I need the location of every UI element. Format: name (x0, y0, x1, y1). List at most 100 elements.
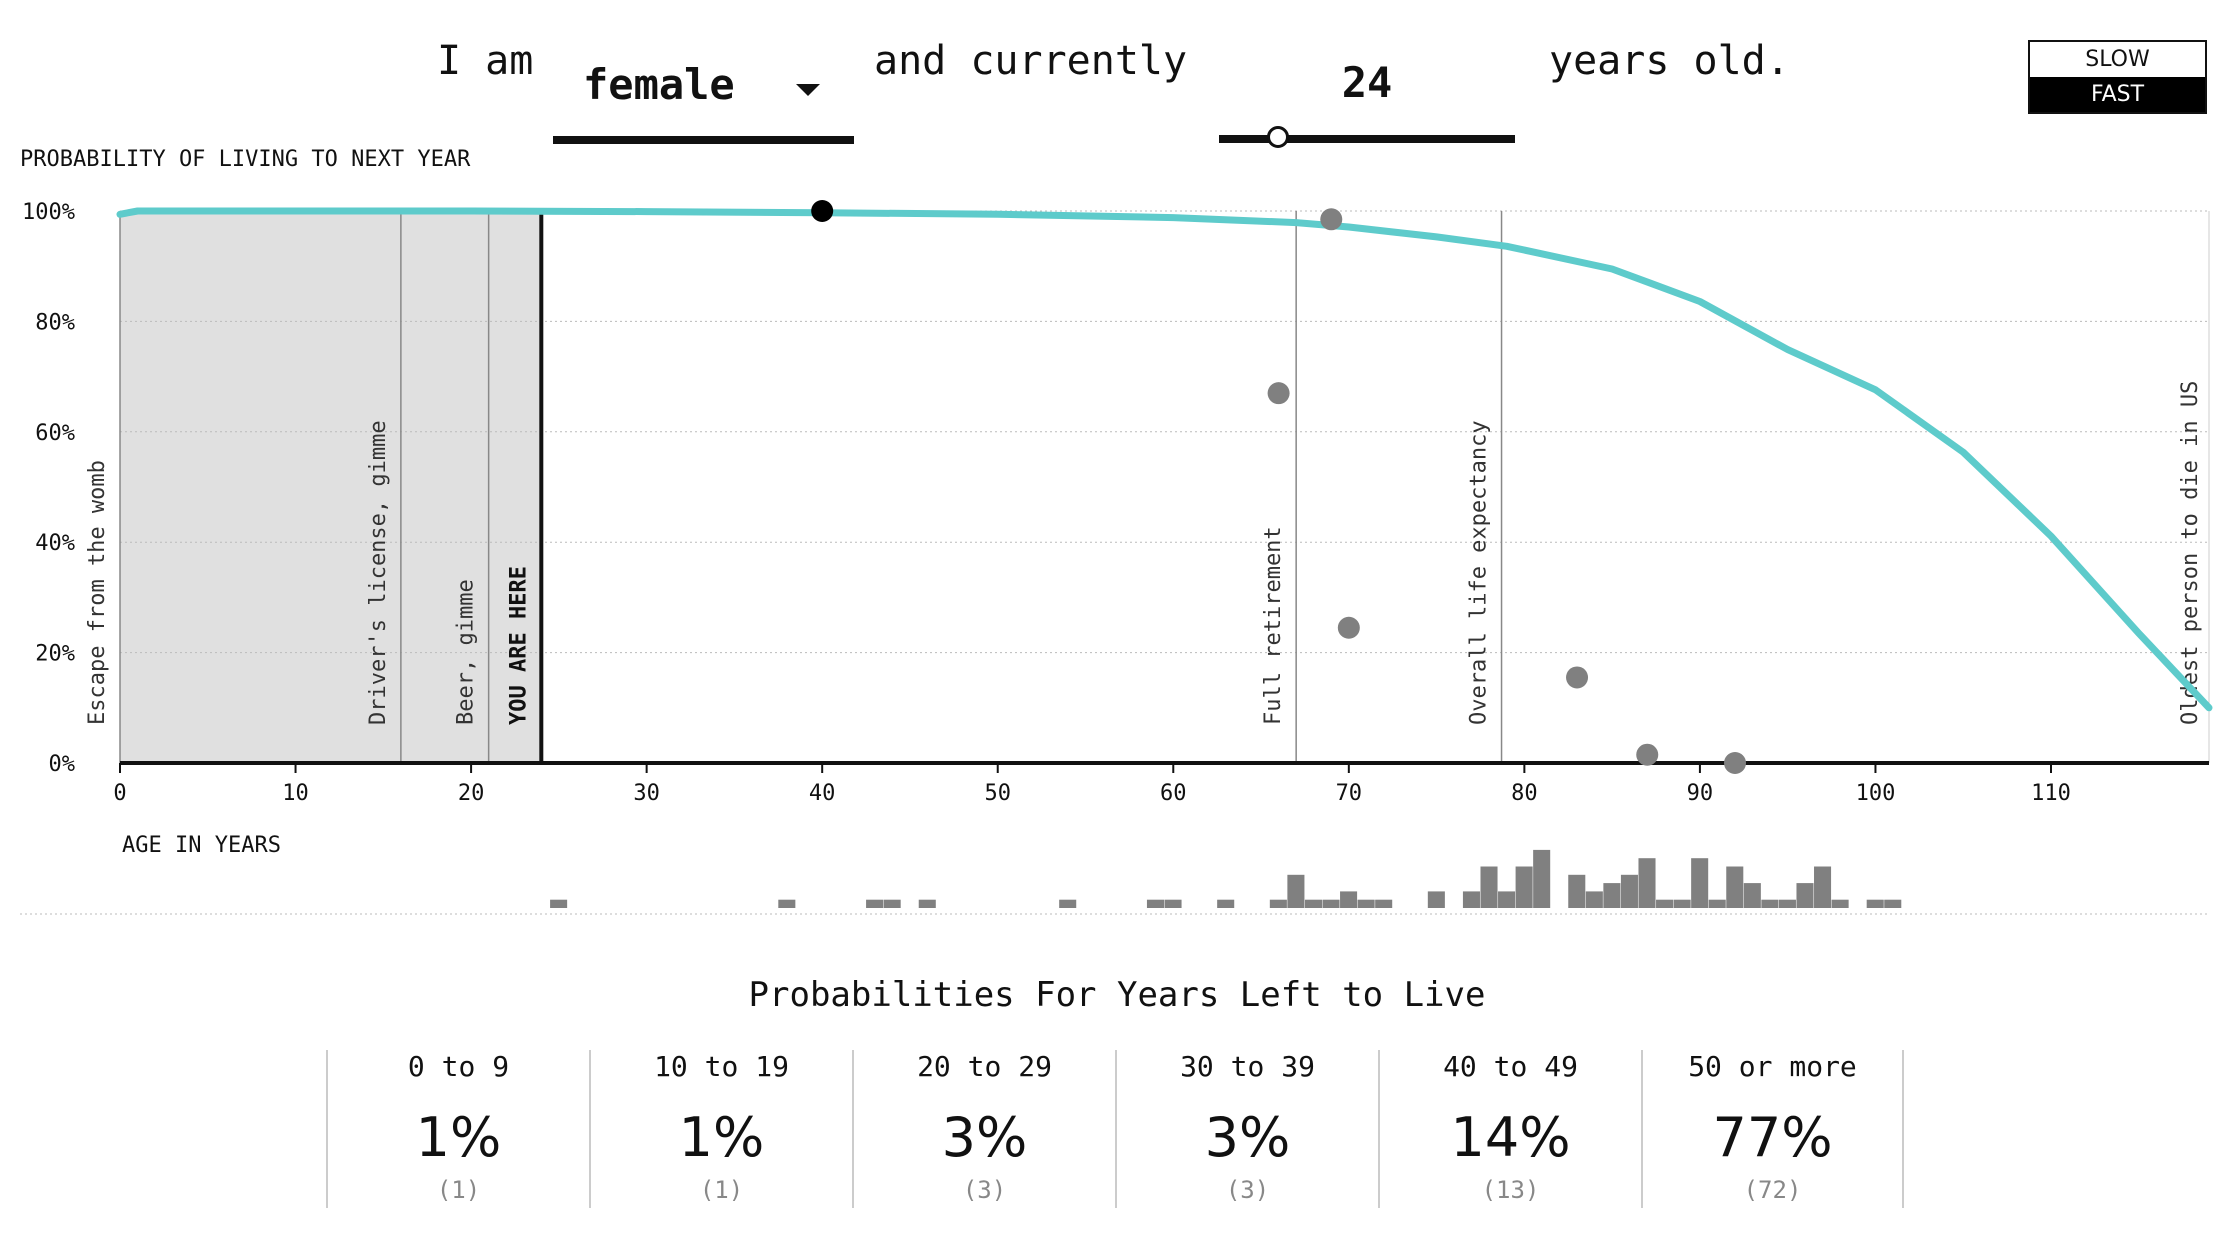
y-tick-label: 0% (49, 752, 76, 777)
slow-button[interactable]: SLOW (2085, 47, 2150, 72)
probability-percent: 77% (1712, 1106, 1833, 1169)
histogram-bar (1287, 874, 1305, 908)
x-tick-label: 100 (1856, 781, 1896, 806)
probability-percent: 3% (1204, 1106, 1291, 1169)
simulated-death-dot (1337, 616, 1360, 639)
histogram-bar (1814, 866, 1832, 908)
current-age-dot (811, 200, 834, 222)
histogram-bar (1796, 883, 1814, 908)
histogram-bar (1568, 874, 1586, 908)
age-input[interactable]: 24 (1341, 58, 1393, 107)
milestone-label: Escape from the womb (85, 460, 110, 725)
probability-cell: 10 to 19 1% (1) (589, 1050, 852, 1208)
sex-dropdown[interactable]: female (553, 50, 854, 144)
sex-dropdown-value: female (583, 60, 735, 109)
x-axis-title: AGE IN YEARS (122, 833, 281, 858)
histogram-bar (1533, 849, 1551, 908)
histogram-bar (1761, 899, 1779, 908)
probability-range: 20 to 29 (917, 1050, 1052, 1083)
histogram-bar (1322, 899, 1340, 908)
simulated-death-dot (1724, 752, 1747, 774)
probability-count: (3) (1225, 1176, 1270, 1204)
histogram-bar (1726, 866, 1744, 908)
histogram-bar (918, 899, 936, 908)
histogram-bar (1884, 899, 1902, 908)
histogram-bar (1357, 899, 1375, 908)
age-sex-sentence: I am female and currently 24 years old. (0, 30, 1800, 148)
histogram-bar (1638, 858, 1656, 908)
probability-cell: 50 or more 77% (72) (1641, 1050, 1904, 1208)
milestone-label: Oldest person to die in US (2178, 381, 2203, 725)
histogram-bar (1498, 891, 1516, 908)
survival-curve (116, 207, 2213, 712)
probability-count: (1) (699, 1176, 744, 1204)
histogram-bar (1866, 899, 1884, 908)
age-slider-handle[interactable] (1267, 126, 1290, 148)
simulated-death-dot (1636, 743, 1659, 766)
histogram-bar (1831, 899, 1849, 908)
histogram-bar (1585, 891, 1603, 908)
milestone-label: Full retirement (1261, 526, 1286, 725)
histogram-bar (1708, 899, 1726, 908)
histogram-bar (1164, 899, 1182, 908)
x-tick-label: 40 (809, 781, 836, 806)
histogram-bar (1304, 899, 1322, 908)
probability-range: 10 to 19 (654, 1050, 789, 1083)
probability-count: (72) (1743, 1176, 1802, 1204)
fast-button[interactable]: FAST (2030, 77, 2205, 112)
past-shade-region (120, 211, 542, 763)
probability-range: 30 to 39 (1180, 1050, 1315, 1083)
histogram-bar (1778, 899, 1796, 908)
histogram-bar (1462, 891, 1480, 908)
histogram-bar (1743, 883, 1761, 908)
probability-range: 40 to 49 (1443, 1050, 1578, 1083)
histogram-bar (866, 899, 884, 908)
histogram-bar (1480, 866, 1498, 908)
histogram-bar (1515, 866, 1533, 908)
probability-cell: 20 to 29 3% (3) (852, 1050, 1115, 1208)
speed-toggle: SLOW FAST (2028, 40, 2207, 114)
probability-count: (1) (436, 1176, 481, 1204)
x-tick-label: 90 (1687, 781, 1714, 806)
chevron-down-icon (796, 84, 820, 96)
probability-percent: 1% (415, 1106, 502, 1169)
x-tick-label: 70 (1336, 781, 1363, 806)
probability-cell: 0 to 9 1% (1) (326, 1050, 589, 1208)
y-tick-label: 100% (22, 200, 75, 225)
histogram-bar (1673, 899, 1691, 908)
x-tick-label: 0 (113, 781, 126, 806)
probability-range: 50 or more (1688, 1050, 1857, 1083)
histogram-bar (1146, 899, 1164, 908)
x-tick-label: 50 (984, 781, 1011, 806)
chart-title: PROBABILITY OF LIVING TO NEXT YEAR (20, 147, 471, 172)
histogram-bar (1656, 899, 1674, 908)
sentence-and-currently: and currently (874, 38, 1188, 84)
y-tick-label: 40% (35, 531, 75, 556)
y-tick-label: 60% (35, 421, 75, 446)
sentence-i-am: I am (437, 38, 534, 84)
histogram-bar (1375, 899, 1393, 908)
histogram-bar (1691, 858, 1709, 908)
simulated-death-dot (1267, 382, 1290, 405)
x-tick-label: 80 (1511, 781, 1538, 806)
histogram-bar (1269, 899, 1287, 908)
y-tick-label: 80% (35, 310, 75, 335)
probability-percent: 1% (678, 1106, 765, 1169)
histogram-bar (550, 899, 568, 908)
x-tick-label: 10 (282, 781, 309, 806)
age-slider-track[interactable] (1219, 135, 1515, 143)
probability-count: (13) (1481, 1176, 1540, 1204)
histogram-bar (778, 899, 796, 908)
histogram-bar (1340, 891, 1358, 908)
histogram-bar (1059, 899, 1077, 908)
milestone-label: Overall life expectancy (1467, 420, 1492, 725)
sentence-years-old: years old. (1549, 38, 1790, 84)
milestone-label: Driver's license, gimme (366, 420, 391, 725)
x-tick-label: 20 (458, 781, 485, 806)
probability-count: (3) (962, 1176, 1007, 1204)
probability-percent: 14% (1450, 1106, 1571, 1169)
histogram-bar (883, 899, 901, 908)
simulated-death-dot (1566, 666, 1589, 689)
x-tick-label: 110 (2031, 781, 2071, 806)
histogram-bar (1603, 883, 1621, 908)
